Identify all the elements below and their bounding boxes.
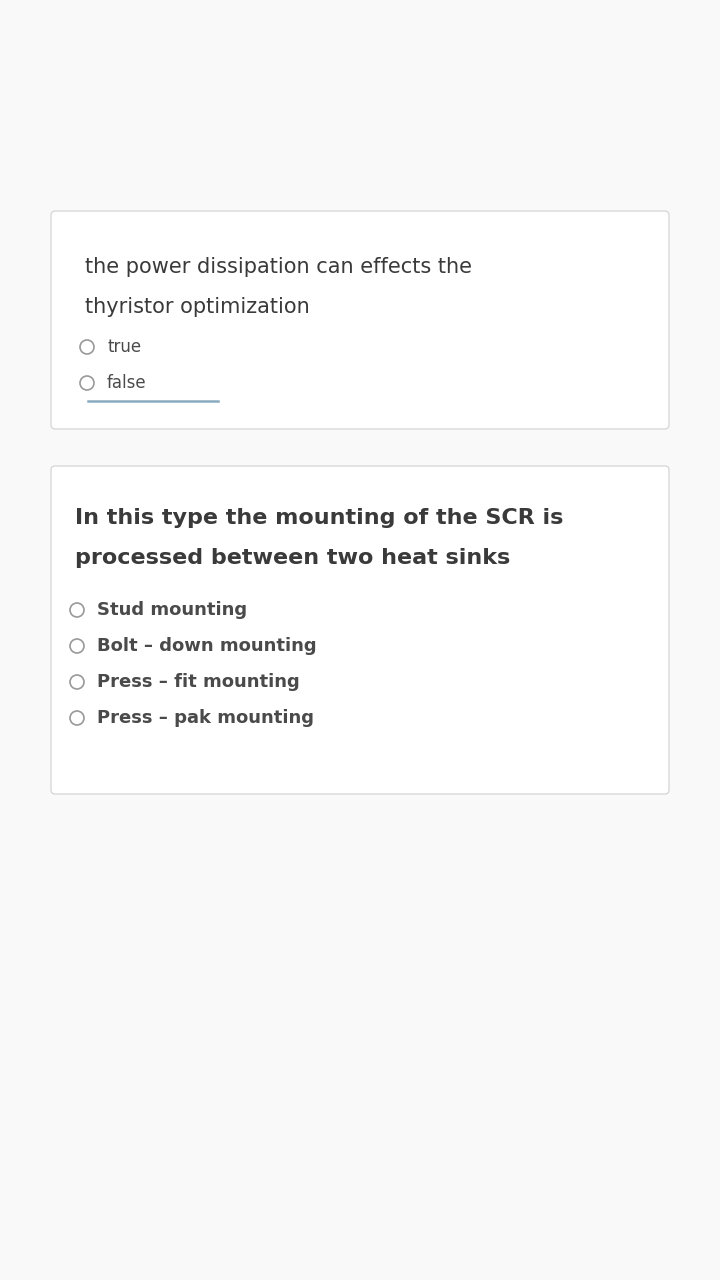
Circle shape bbox=[70, 603, 84, 617]
FancyBboxPatch shape bbox=[51, 466, 669, 794]
Circle shape bbox=[70, 639, 84, 653]
Text: Press – fit mounting: Press – fit mounting bbox=[97, 673, 300, 691]
Text: the power dissipation can effects the: the power dissipation can effects the bbox=[85, 257, 472, 276]
Text: Bolt – down mounting: Bolt – down mounting bbox=[97, 637, 317, 655]
Circle shape bbox=[70, 710, 84, 724]
Text: Stud mounting: Stud mounting bbox=[97, 602, 247, 620]
Text: thyristor optimization: thyristor optimization bbox=[85, 297, 310, 317]
Text: true: true bbox=[107, 338, 141, 356]
Circle shape bbox=[80, 340, 94, 355]
Text: Press – pak mounting: Press – pak mounting bbox=[97, 709, 314, 727]
Circle shape bbox=[70, 675, 84, 689]
FancyBboxPatch shape bbox=[51, 211, 669, 429]
Circle shape bbox=[80, 376, 94, 390]
Text: processed between two heat sinks: processed between two heat sinks bbox=[75, 548, 510, 568]
Text: false: false bbox=[107, 374, 147, 392]
Text: In this type the mounting of the SCR is: In this type the mounting of the SCR is bbox=[75, 508, 563, 527]
